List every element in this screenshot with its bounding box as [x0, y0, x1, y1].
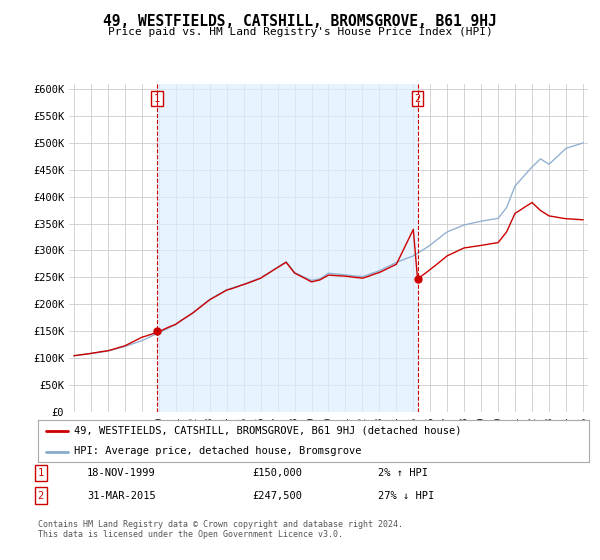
- Text: 2: 2: [415, 94, 421, 104]
- Text: Contains HM Land Registry data © Crown copyright and database right 2024.
This d: Contains HM Land Registry data © Crown c…: [38, 520, 403, 539]
- Text: 1: 1: [38, 468, 44, 478]
- Text: 18-NOV-1999: 18-NOV-1999: [87, 468, 156, 478]
- Text: 31-MAR-2015: 31-MAR-2015: [87, 491, 156, 501]
- Text: Price paid vs. HM Land Registry's House Price Index (HPI): Price paid vs. HM Land Registry's House …: [107, 27, 493, 37]
- Text: HPI: Average price, detached house, Bromsgrove: HPI: Average price, detached house, Brom…: [74, 446, 361, 456]
- Bar: [157, 84, 418, 412]
- Text: £247,500: £247,500: [252, 491, 302, 501]
- Text: 2: 2: [38, 491, 44, 501]
- Text: 2% ↑ HPI: 2% ↑ HPI: [378, 468, 428, 478]
- Text: 49, WESTFIELDS, CATSHILL, BROMSGROVE, B61 9HJ (detached house): 49, WESTFIELDS, CATSHILL, BROMSGROVE, B6…: [74, 426, 461, 436]
- Text: 27% ↓ HPI: 27% ↓ HPI: [378, 491, 434, 501]
- Text: £150,000: £150,000: [252, 468, 302, 478]
- Text: 1: 1: [154, 94, 160, 104]
- Text: 49, WESTFIELDS, CATSHILL, BROMSGROVE, B61 9HJ: 49, WESTFIELDS, CATSHILL, BROMSGROVE, B6…: [103, 14, 497, 29]
